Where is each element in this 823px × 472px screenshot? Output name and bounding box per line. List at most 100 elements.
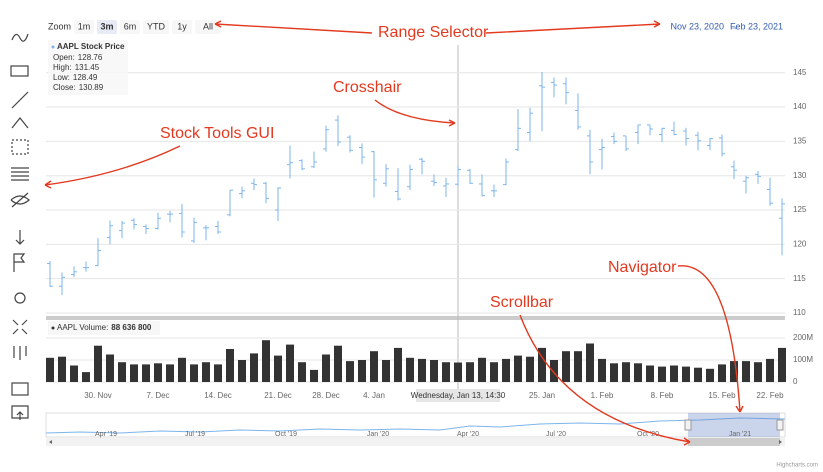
crosshair-label-box [416, 389, 500, 402]
annotation-arrow [44, 145, 181, 189]
tool-line[interactable] [11, 91, 29, 109]
y-tick-label: 145 [793, 68, 807, 77]
navigator-label: Apr '19 [95, 431, 117, 438]
tooltip-box [48, 40, 128, 95]
range-button[interactable] [195, 20, 221, 34]
annotation: Scrollbar [490, 294, 554, 311]
annotation: Stock Tools GUI [160, 125, 274, 142]
volume-bar [670, 365, 678, 382]
x-tick-label: 1. Feb [591, 391, 614, 400]
range-to[interactable]: Feb 23, 2021 [730, 21, 783, 31]
volume-bar [754, 362, 762, 382]
volume-bar [94, 345, 102, 382]
volume-bar [646, 365, 654, 382]
volume-bar [70, 365, 78, 382]
volume-bar [406, 357, 414, 382]
tool-save[interactable] [11, 405, 29, 420]
x-tick-label: 14. Dec [204, 391, 232, 400]
stock-tools [0, 0, 40, 472]
volume-bar [310, 369, 318, 382]
pane-separator [46, 316, 785, 320]
annotation: Crosshair [333, 79, 402, 96]
volume-bar [658, 366, 666, 382]
tooltip-label: High: [53, 63, 72, 72]
volume-bar [274, 355, 282, 382]
volume-bar [82, 372, 90, 382]
volume-legend-value: 88 636 800 [111, 323, 152, 332]
volume-bar [466, 362, 474, 382]
tool-fibonacci[interactable] [11, 167, 29, 181]
volume-bar [514, 355, 522, 382]
y-tick-label: 140 [793, 102, 807, 111]
legend-symbol [51, 45, 55, 49]
navigator-label: Apr '20 [457, 431, 479, 438]
navigator [45, 412, 786, 446]
volume-bar [334, 345, 342, 382]
tool-measure[interactable] [11, 139, 29, 155]
credits[interactable]: Highcharts.com [776, 463, 818, 469]
volume-legend-label: AAPL Volume: [57, 323, 108, 332]
tool-text[interactable] [10, 65, 29, 77]
annotation-arrow [374, 99, 456, 127]
zoom-label: Zoom [48, 21, 71, 31]
scrollbar-thumb[interactable] [688, 438, 780, 446]
navigator-bg [45, 412, 786, 438]
volume-bar [694, 367, 702, 382]
navigator-label: Jan '20 [367, 431, 389, 438]
volume-bar [238, 360, 246, 382]
volume-bar [430, 360, 438, 382]
range-from[interactable]: Nov 23, 2020 [670, 21, 724, 31]
navigator-handle[interactable] [776, 419, 784, 431]
y-tick-label: 135 [793, 136, 807, 145]
range-button[interactable] [97, 20, 117, 34]
y-tick-label: 120 [793, 239, 807, 248]
navigator-mask[interactable] [688, 413, 780, 437]
tool-zoom[interactable] [14, 292, 26, 304]
y-tick-label: 115 [793, 274, 806, 283]
volume-legend-box [48, 321, 160, 335]
range-button-label[interactable]: 1m [78, 21, 91, 31]
navigator-handle[interactable] [684, 419, 692, 431]
annotation-arrow [519, 314, 691, 446]
y-tick-label: 0 [793, 377, 798, 386]
tooltip-label: Low: [53, 73, 70, 82]
y-tick-label: 125 [793, 205, 807, 214]
tool-pitchfork[interactable] [11, 117, 29, 129]
range-button[interactable] [120, 20, 140, 34]
volume-bar [226, 349, 234, 382]
range-button-label[interactable]: YTD [147, 21, 166, 31]
tool-indicators[interactable] [11, 33, 29, 42]
volume-bar [502, 358, 510, 382]
tool-flags[interactable] [13, 253, 26, 272]
range-button[interactable] [74, 20, 94, 34]
range-button-label[interactable]: All [203, 21, 213, 31]
tool-annotations[interactable] [11, 382, 29, 396]
navigator-label: Jul '19 [185, 431, 205, 438]
scrollbar-track[interactable] [46, 438, 785, 446]
tool-vertical[interactable] [15, 230, 25, 245]
y-tick-label: 110 [793, 308, 806, 317]
x-tick-label: 21. Dec [264, 391, 292, 400]
tool-type[interactable] [13, 346, 27, 360]
y-tick-label: 130 [793, 171, 807, 180]
range-button-label[interactable]: 1y [177, 21, 187, 31]
annotation: Navigator [608, 259, 677, 276]
legend-symbol [51, 326, 55, 330]
range-button[interactable] [172, 20, 192, 34]
tooltip-title: AAPL Stock Price [57, 42, 125, 51]
range-button[interactable] [143, 20, 169, 34]
tool-hide[interactable] [10, 192, 30, 208]
volume-bar [214, 364, 222, 382]
tooltip-label: Open: [53, 53, 75, 62]
range-button-label[interactable]: 6m [124, 21, 137, 31]
volume-bar [154, 363, 162, 382]
volume-bar [586, 343, 594, 382]
navigator-series [45, 417, 786, 434]
tool-fullscreen[interactable] [12, 319, 28, 335]
navigator-label: Oct '20 [637, 431, 659, 438]
range-button-label[interactable]: 3m [100, 21, 113, 31]
volume-bar [358, 360, 366, 382]
volume-bar [526, 356, 534, 382]
volume-bar [682, 366, 690, 382]
tooltip-value: 128.49 [73, 73, 98, 82]
